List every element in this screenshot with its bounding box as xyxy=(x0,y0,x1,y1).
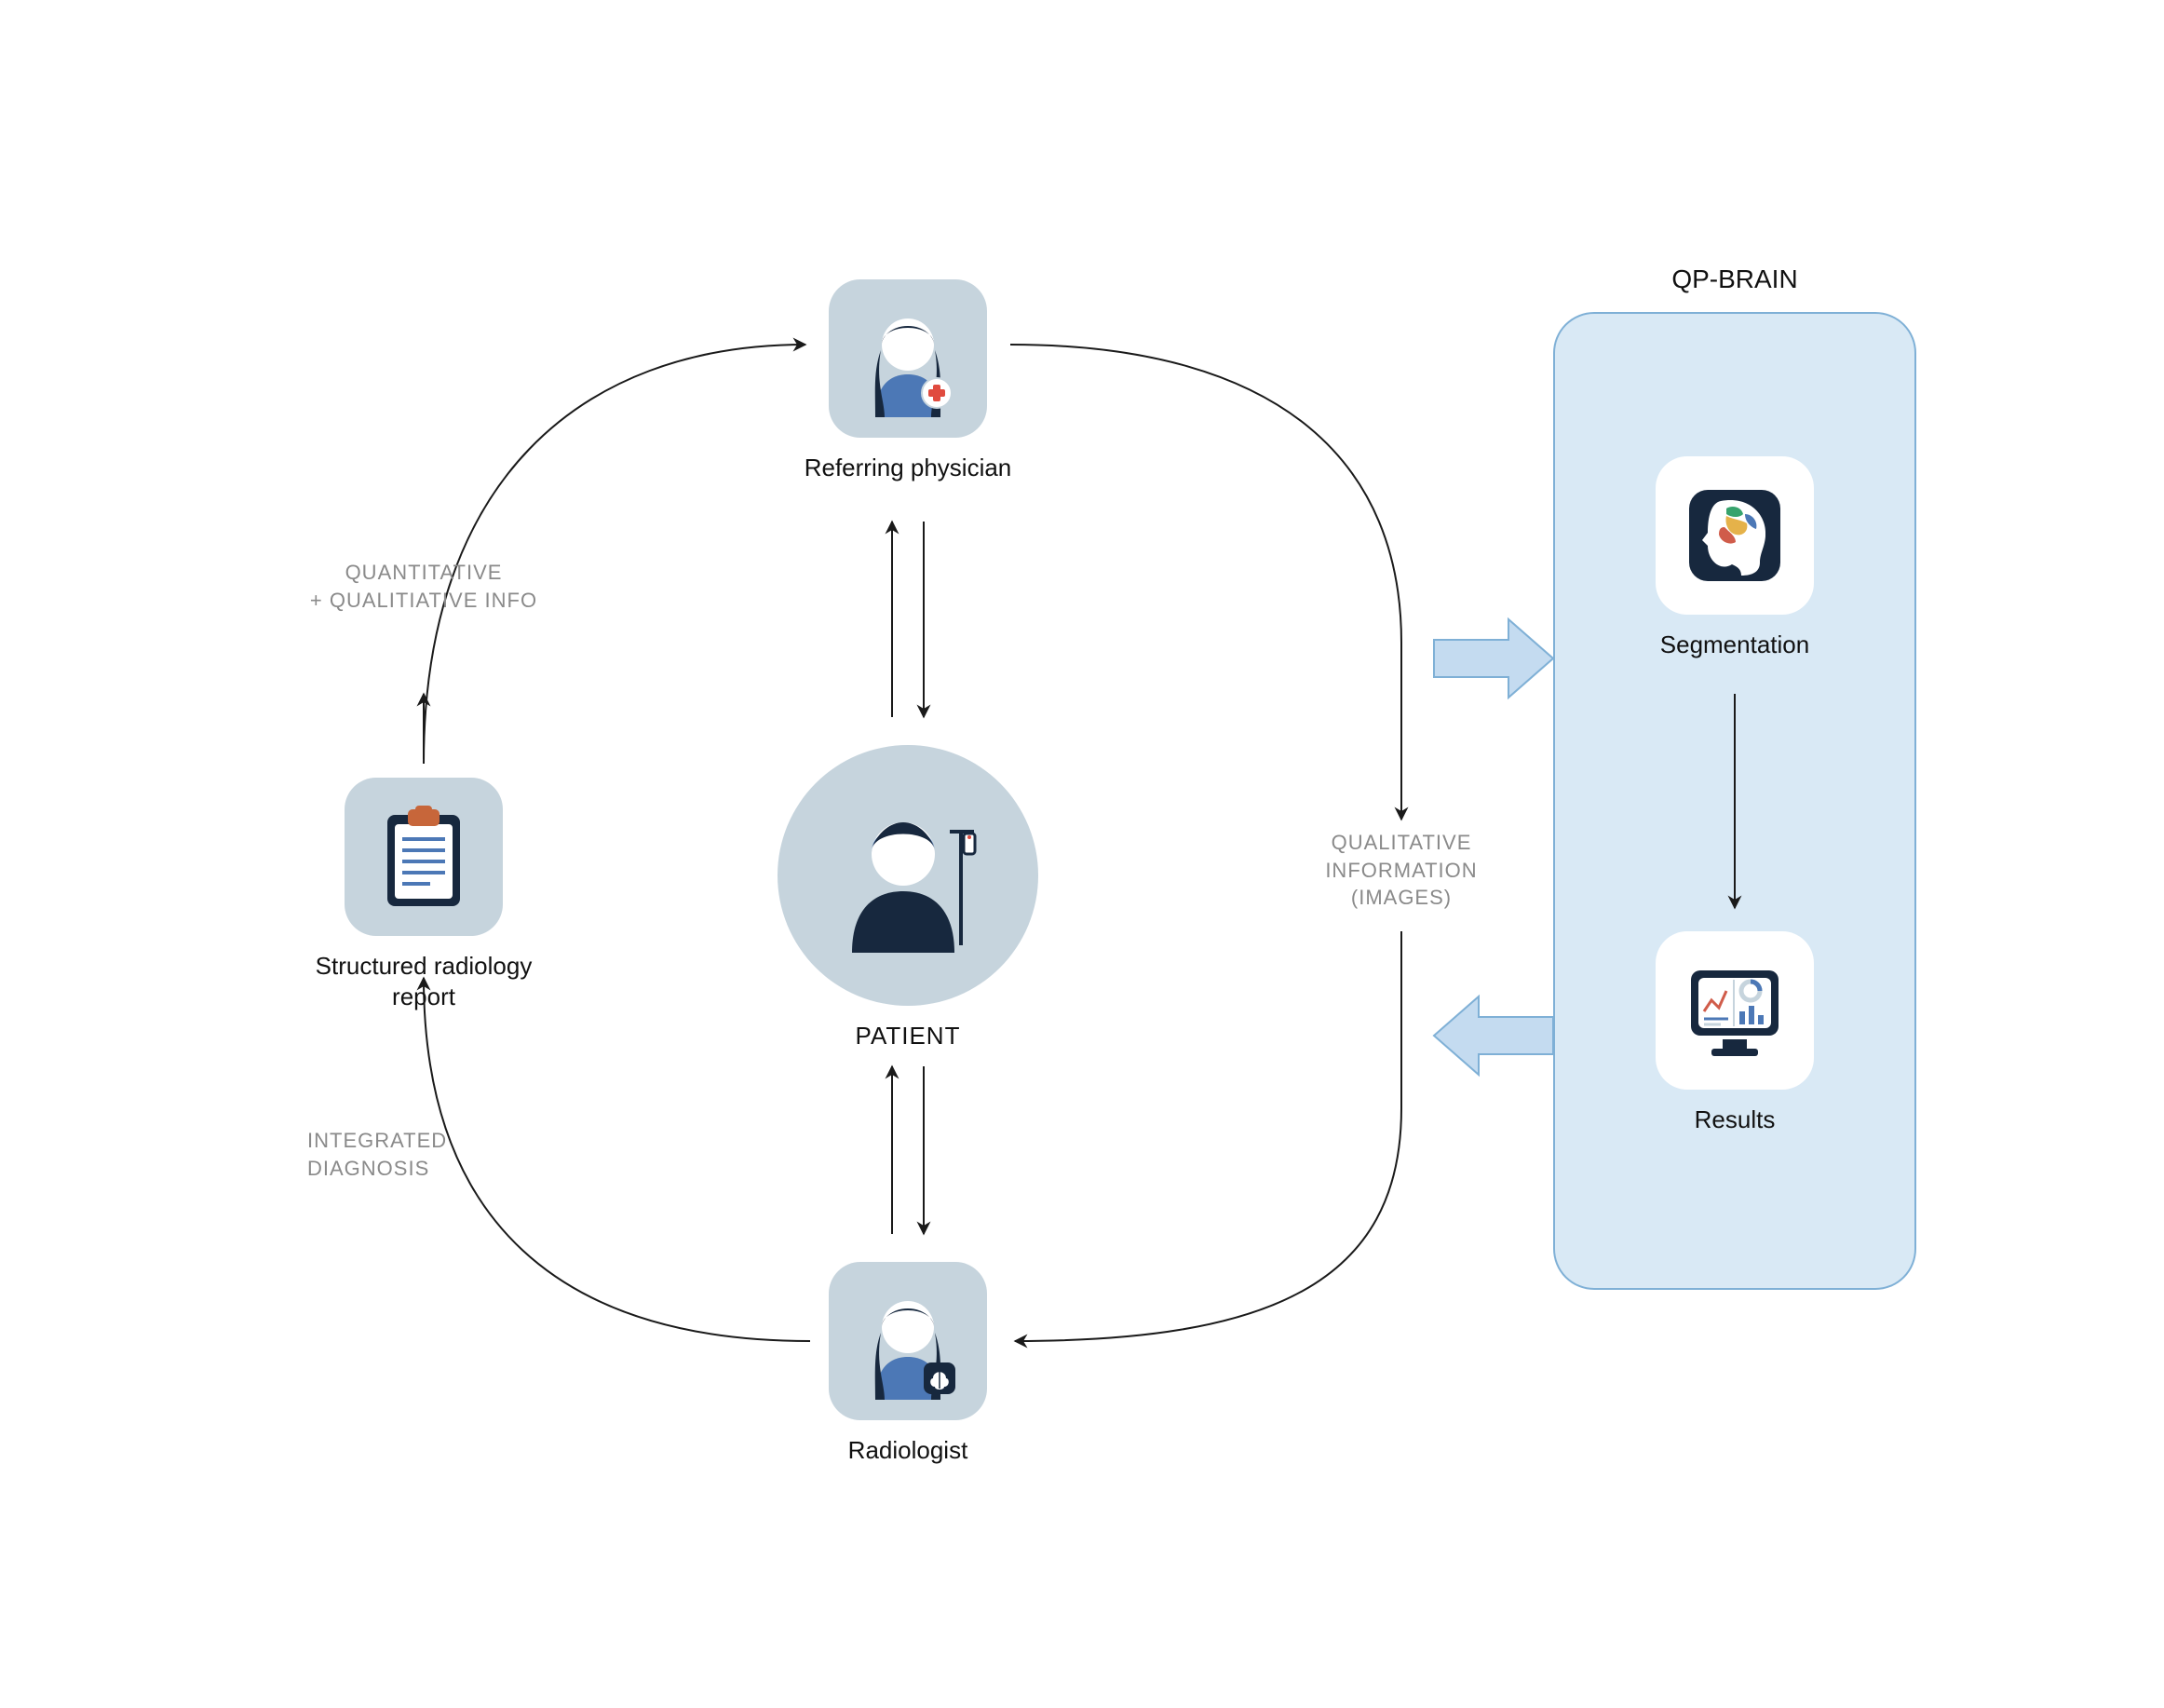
report-icon xyxy=(363,796,484,917)
physician-icon xyxy=(847,298,968,419)
patient-icon xyxy=(819,787,996,964)
edge-label-integrated: INTEGRATED DIAGNOSIS xyxy=(307,1127,540,1182)
radiologist-label: Radiologist xyxy=(782,1435,1034,1466)
segmentation-tile xyxy=(1656,456,1814,615)
connector-layer xyxy=(0,0,2164,1708)
segmentation-icon xyxy=(1674,475,1795,596)
report-tile xyxy=(345,778,503,936)
referring-physician-tile xyxy=(829,279,987,438)
radiologist-tile xyxy=(829,1262,987,1420)
results-tile xyxy=(1656,931,1814,1090)
results-icon xyxy=(1674,950,1795,1071)
patient-label: PATIENT xyxy=(778,1021,1038,1051)
report-label: Structured radiology report xyxy=(270,951,577,1011)
edge-label-qualitative: QUALITATIVE INFORMATION (IMAGES) xyxy=(1285,829,1518,912)
radiologist-icon xyxy=(847,1281,968,1402)
patient-circle xyxy=(778,745,1038,1006)
referring-physician-label: Referring physician xyxy=(754,453,1062,483)
segmentation-label: Segmentation xyxy=(1600,630,1870,660)
results-label: Results xyxy=(1600,1105,1870,1135)
edge-label-quantitative: QUANTITATIVE + QUALITIATIVE INFO xyxy=(270,559,577,614)
